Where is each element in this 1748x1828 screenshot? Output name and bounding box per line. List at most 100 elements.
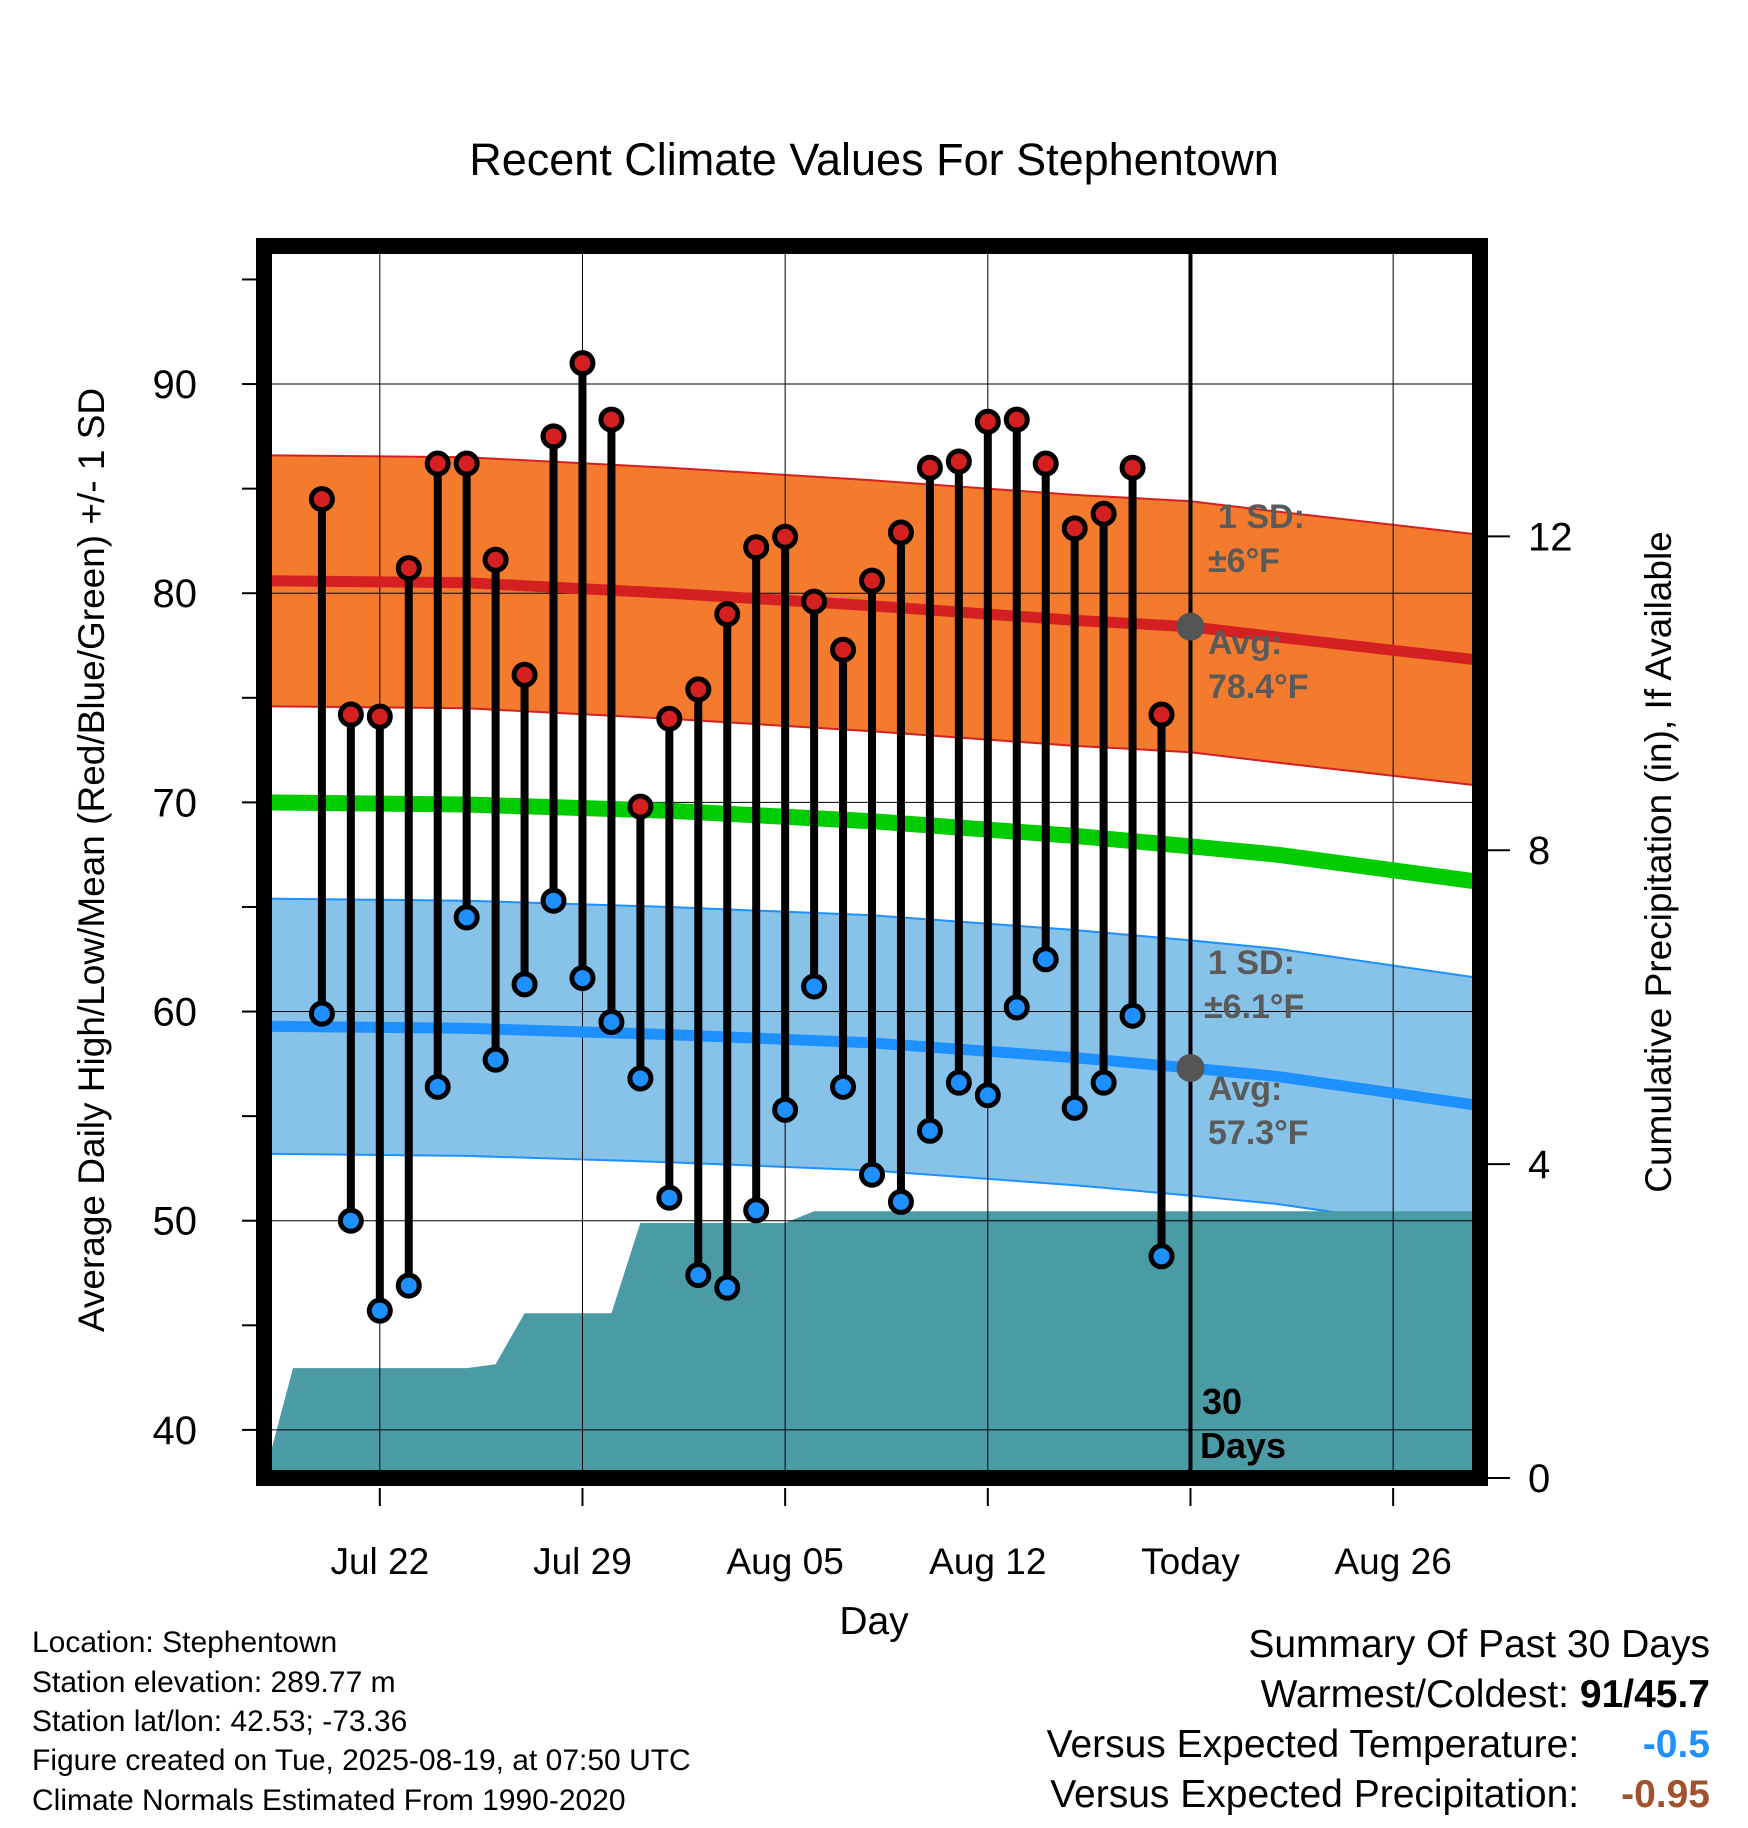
daily-high-point [540, 423, 567, 450]
daily-low-point [887, 1188, 914, 1215]
x-tick-label: Aug 26 [1335, 1541, 1452, 1582]
precip-value: -0.95 [1621, 1773, 1710, 1816]
elevation-text: Station elevation: 289.77 m [32, 1666, 396, 1699]
daily-high-point [887, 519, 914, 546]
chart-title: Recent Climate Values For Stephentown [469, 134, 1279, 185]
y-tick-label: 70 [153, 781, 198, 825]
daily-low-point [714, 1274, 741, 1301]
temp-label: Versus Expected Temperature: [1046, 1723, 1580, 1766]
daily-high-point [974, 408, 1001, 435]
summary-temp-row: Versus Expected Temperature: -0.5 [1047, 1725, 1710, 1764]
daily-low-point [308, 1000, 335, 1027]
daily-high-point [830, 636, 857, 663]
plot-frame [256, 238, 1488, 1486]
low-sd-value: ±6.1°F [1204, 988, 1304, 1026]
y-tick-label: 90 [153, 363, 198, 407]
mean-normal-line [263, 794, 1482, 890]
y2-tick-label: 4 [1528, 1143, 1550, 1187]
daily-low-point [337, 1207, 364, 1234]
daily-high-point [1032, 450, 1059, 477]
daily-low-point [945, 1069, 972, 1096]
today-high-avg-marker [1176, 612, 1205, 641]
low-sd-label: 1 SD: [1208, 944, 1295, 982]
daily-high-point [1090, 500, 1117, 527]
days-count: 30 [1202, 1381, 1242, 1422]
warmest-value: 91/45.7 [1579, 1673, 1710, 1716]
daily-low-point [974, 1082, 1001, 1109]
daily-high-point [395, 555, 422, 582]
temp-value: -0.5 [1642, 1723, 1710, 1766]
daily-low-point [366, 1297, 393, 1324]
daily-high-point [453, 450, 480, 477]
daily-low-point [598, 1009, 625, 1036]
daily-high-point [743, 534, 770, 561]
normals-text: Climate Normals Estimated From 1990-2020 [32, 1784, 626, 1817]
y2-tick-label: 8 [1528, 829, 1550, 873]
y2-tick-label: 12 [1528, 515, 1573, 559]
daily-low-point [1090, 1069, 1117, 1096]
summary-title: Summary Of Past 30 Days [1248, 1623, 1710, 1666]
y-tick-label: 60 [153, 991, 198, 1035]
low-sd-upper-edge [263, 897, 1481, 980]
low-normal-line [263, 1020, 1481, 1112]
daily-high-point [482, 546, 509, 573]
created-text: Figure created on Tue, 2025-08-19, at 07… [32, 1744, 691, 1777]
high-sd-upper-edge [263, 454, 1481, 536]
daily-high-point [337, 701, 364, 728]
daily-low-point [685, 1262, 712, 1289]
daily-high-point [569, 350, 596, 377]
daily-low-point [772, 1096, 799, 1123]
daily-high-point [1119, 454, 1146, 481]
daily-high-point [1148, 701, 1175, 728]
daily-low-point [424, 1073, 451, 1100]
daily-high-point [598, 406, 625, 433]
daily-low-point [540, 887, 567, 914]
daily-high-point [801, 588, 828, 615]
daily-low-point [627, 1065, 654, 1092]
x-tick-label: Today [1141, 1541, 1240, 1582]
summary-precip-row: Versus Expected Precipitation: -0.95 [1050, 1775, 1710, 1814]
precip-area [264, 1211, 1480, 1478]
daily-high-point [685, 676, 712, 703]
daily-low-point [1032, 946, 1059, 973]
daily-high-point [627, 793, 654, 820]
y-tick-label: 80 [153, 572, 198, 616]
daily-high-point [859, 567, 885, 594]
daily-high-point [308, 486, 335, 513]
y2-tick-label: 0 [1528, 1457, 1550, 1501]
location-text: Location: Stephentown [32, 1626, 338, 1659]
x-axis-label: Day [839, 1600, 909, 1643]
y2-axis-label: Cumulative Precipitation (in), If Availa… [1638, 531, 1679, 1193]
summary-warmest-row: Warmest/Coldest: 91/45.7 [1261, 1675, 1710, 1714]
daily-low-point [801, 973, 828, 1000]
daily-high-point [714, 601, 741, 628]
days-word: Days [1200, 1425, 1286, 1466]
latlon-text: Station lat/lon: 42.53; -73.36 [32, 1705, 408, 1738]
daily-low-point [569, 965, 596, 992]
daily-high-point [916, 454, 943, 481]
daily-high-point [772, 523, 799, 550]
y-tick-label: 50 [153, 1200, 198, 1244]
daily-high-point [366, 703, 393, 730]
daily-low-point [1061, 1094, 1088, 1121]
daily-high-point [1003, 406, 1030, 433]
daily-high-point [656, 705, 683, 732]
daily-low-point [1148, 1243, 1175, 1270]
daily-low-point [743, 1197, 770, 1224]
high-avg-value: 78.4°F [1208, 668, 1309, 706]
x-tick-label: Aug 05 [727, 1541, 844, 1582]
warmest-label: Warmest/Coldest: [1260, 1673, 1570, 1716]
x-tick-label: Aug 12 [929, 1541, 1046, 1582]
y-tick-label: 40 [153, 1409, 198, 1453]
high-sd-value: ±6°F [1208, 542, 1280, 580]
today-low-avg-marker [1176, 1054, 1205, 1083]
y-axis-label: Average Daily High/Low/Mean (Red/Blue/Gr… [71, 388, 112, 1332]
daily-low-point [656, 1184, 683, 1211]
daily-low-point [1119, 1002, 1146, 1029]
daily-low-point [916, 1117, 943, 1144]
high-sd-label: 1 SD: [1218, 498, 1305, 536]
low-sd-lower-edge [263, 1152, 1481, 1235]
daily-low-point [859, 1161, 885, 1188]
daily-low-point [395, 1272, 422, 1299]
